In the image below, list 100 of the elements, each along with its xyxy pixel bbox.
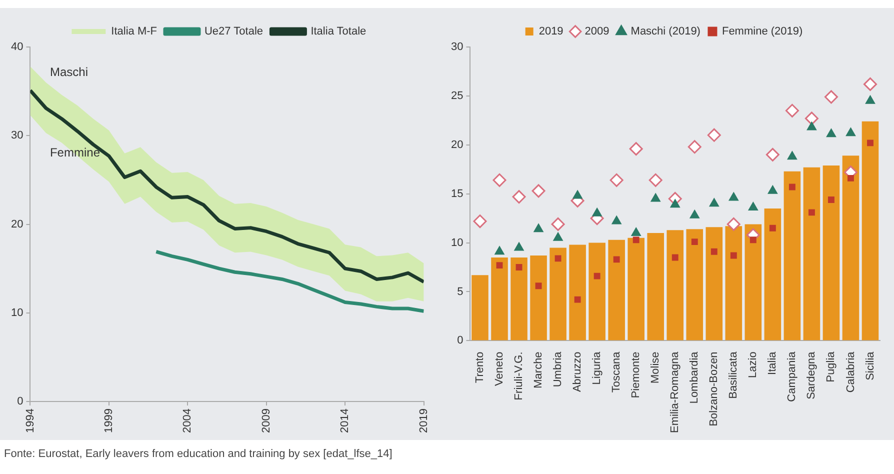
point [750,236,756,244]
legend-label: Femmine (2019) [722,26,803,38]
point [496,262,503,269]
x-tick-label: Lazio [747,352,760,378]
x-tick-label: 2004 [182,408,194,434]
point [648,173,662,187]
x-tick-label: 1994 [24,408,36,434]
bar [862,121,879,340]
bar [628,238,644,340]
x-tick-label: Emilia-Romagna [669,350,682,434]
y-tick-label: 15 [450,188,464,200]
point [534,224,544,232]
point [804,112,818,126]
point [650,193,660,202]
legend-label: Italia M-F [111,26,158,38]
point [726,217,740,231]
point [710,248,718,255]
bar [588,242,606,340]
bar [764,208,782,340]
bar [822,165,840,340]
x-tick-label: Toscana [610,350,623,393]
point [826,128,836,138]
point [688,140,702,154]
point [766,148,780,162]
y-tick-label: 0 [457,334,464,347]
legend-label: Italia Totale [310,26,366,38]
legend-label: 2009 [584,26,610,38]
point [867,140,874,146]
point [612,216,622,224]
point [516,264,522,270]
point [824,90,838,104]
point [631,228,641,236]
x-tick-label: Campania [786,350,798,402]
bar [569,244,586,340]
point [709,198,719,207]
annotation: Maschi [50,64,88,79]
x-tick-label: Trento [474,352,486,384]
point [807,122,816,130]
bar [510,257,528,340]
point [512,190,526,204]
point [610,173,624,187]
point [574,296,581,303]
point [707,128,721,142]
bar [725,226,742,340]
legend-label: 2019 [538,26,564,38]
point [553,232,563,241]
x-tick-label: Umbria [552,350,564,388]
point [551,217,565,231]
point [788,184,796,190]
y-tick-label: 0 [17,396,24,408]
point [769,224,776,232]
point [629,142,643,156]
x-tick-label: 2019 [418,408,430,434]
y-tick-label: 30 [10,130,24,142]
x-tick-label: Marche [532,352,545,388]
source-note: Fonte: Eurostat, Early leavers from education and training by sex [edat_lfse_14] [4,448,392,460]
x-tick-label: Abruzzo [572,352,584,392]
x-tick-label: Bolzano-Bozen [708,352,720,426]
x-tick-label: Italia [766,350,779,375]
bar [744,224,762,340]
y-tick-label: 5 [457,286,464,298]
x-tick-label: Veneto [494,352,506,386]
x-tick-label: Sardegna [806,350,818,400]
y-tick-label: 20 [450,138,464,151]
point [690,210,700,218]
bar [530,256,547,340]
y-tick-label: 30 [450,41,464,54]
point [788,151,797,160]
point [748,202,758,211]
point [828,196,834,203]
point [514,242,524,251]
x-tick-label: Lombardia [688,350,701,404]
x-tick-label: Basilicata [728,350,740,399]
point [532,184,546,198]
y-tick-label: 25 [450,90,464,102]
point [554,255,562,262]
point [808,209,815,216]
x-tick-label: 2014 [339,408,352,434]
annotation: Femmine [50,145,100,160]
point [730,252,737,259]
x-tick-label: Liguria [591,350,604,385]
point [594,272,600,280]
point [848,174,854,182]
x-tick-label: Molise [650,352,662,384]
legend-label: Ue27 Totale [204,26,264,38]
point [768,186,778,194]
bar [842,156,860,340]
point [473,214,487,228]
point [670,199,680,208]
x-tick-label: Friuli-V.G. [513,352,526,400]
bar [472,275,488,340]
point [729,192,738,201]
bar [608,240,625,340]
bar [784,171,801,340]
y-tick-label: 20 [10,218,24,230]
bar [706,227,723,340]
point [672,254,678,261]
point [632,236,640,244]
y-tick-label: 40 [10,41,24,54]
point [863,77,877,91]
